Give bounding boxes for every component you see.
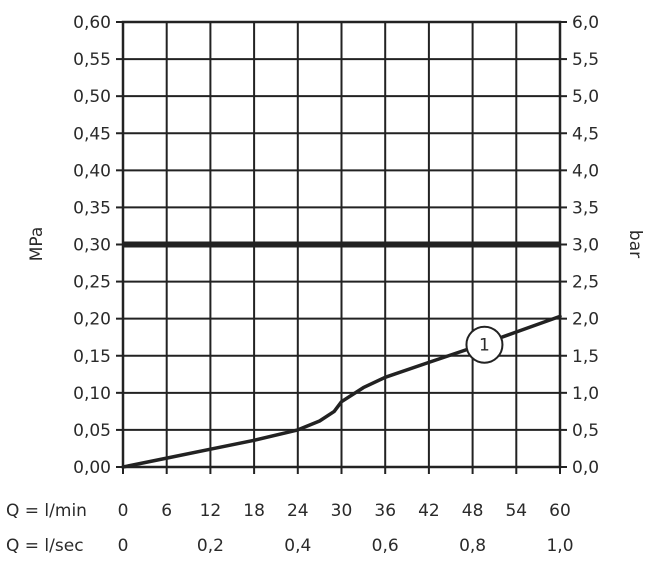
x-axis-lsec-label: Q = l/sec bbox=[6, 536, 84, 556]
left-axis-label: MPa bbox=[27, 227, 47, 262]
x-tick-label-lsec: 0,8 bbox=[459, 536, 486, 556]
y-tick-label-right: 3,5 bbox=[572, 198, 599, 218]
y-tick-label-left: 0,10 bbox=[73, 384, 111, 404]
y-tick-label-left: 0,55 bbox=[73, 50, 111, 70]
y-tick-label-right: 5,5 bbox=[572, 50, 599, 70]
y-tick-label-left: 0,05 bbox=[73, 421, 111, 441]
y-tick-label-left: 0,15 bbox=[73, 347, 111, 367]
series-label-circle bbox=[465, 325, 504, 364]
y-tick-label-left: 0,40 bbox=[73, 161, 111, 181]
x-tick-label-lmin: 48 bbox=[462, 501, 484, 521]
y-tick-label-left: 0,35 bbox=[73, 198, 111, 218]
y-tick-label-right: 2,5 bbox=[572, 273, 599, 293]
chart-labels: 0 6 12 18 24 30 36 42 48 54 60 0,00 0,0 0,05 0,5 0,10 1,… bbox=[73, 13, 599, 556]
y-tick-label-left: 0,30 bbox=[73, 236, 111, 256]
x-tick-label-lmin: 0 bbox=[118, 501, 129, 521]
x-tick-label-lmin: 30 bbox=[331, 501, 353, 521]
x-tick-label-lmin: 36 bbox=[374, 501, 396, 521]
x-tick-label-lmin: 18 bbox=[243, 501, 265, 521]
y-tick-label-left: 0,60 bbox=[73, 13, 111, 33]
y-tick-label-right: 4,0 bbox=[572, 161, 599, 181]
right-axis-label: bar bbox=[625, 230, 645, 258]
y-tick-label-right: 4,5 bbox=[572, 124, 599, 144]
y-tick-label-left: 0,50 bbox=[73, 87, 111, 107]
chart-grid bbox=[116, 20, 567, 474]
x-tick-label-lmin: 12 bbox=[200, 501, 222, 521]
y-tick-label-right: 0,0 bbox=[572, 458, 599, 478]
x-tick-label-lmin: 60 bbox=[549, 501, 571, 521]
x-tick-label-lmin: 54 bbox=[505, 501, 527, 521]
y-tick-label-left: 0,20 bbox=[73, 310, 111, 330]
x-tick-label-lsec: 0,6 bbox=[372, 536, 399, 556]
x-tick-label-lsec: 0,2 bbox=[197, 536, 224, 556]
y-tick-label-right: 1,0 bbox=[572, 384, 599, 404]
x-axis-lmin-label: Q = l/min bbox=[6, 501, 87, 521]
series-line bbox=[121, 314, 562, 469]
y-tick-label-right: 5,0 bbox=[572, 87, 599, 107]
y-tick-label-right: 1,5 bbox=[572, 347, 599, 367]
y-tick-label-left: 0,00 bbox=[73, 458, 111, 478]
x-tick-label-lsec: 0,4 bbox=[284, 536, 311, 556]
x-tick-label-lmin: 24 bbox=[287, 501, 309, 521]
y-tick-label-left: 0,25 bbox=[73, 273, 111, 293]
x-tick-label-lsec: 1,0 bbox=[546, 536, 573, 556]
y-tick-label-right: 0,5 bbox=[572, 421, 599, 441]
chart-series: 1 bbox=[121, 241, 562, 469]
y-tick-label-left: 0,45 bbox=[73, 124, 111, 144]
y-tick-label-right: 2,0 bbox=[572, 310, 599, 330]
y-tick-label-right: 3,0 bbox=[572, 236, 599, 256]
y-tick-label-right: 6,0 bbox=[572, 13, 599, 33]
x-tick-label-lsec: 0 bbox=[118, 536, 129, 556]
x-tick-label-lmin: 42 bbox=[418, 501, 440, 521]
series-label: 1 bbox=[479, 336, 490, 356]
x-tick-label-lmin: 6 bbox=[161, 501, 172, 521]
